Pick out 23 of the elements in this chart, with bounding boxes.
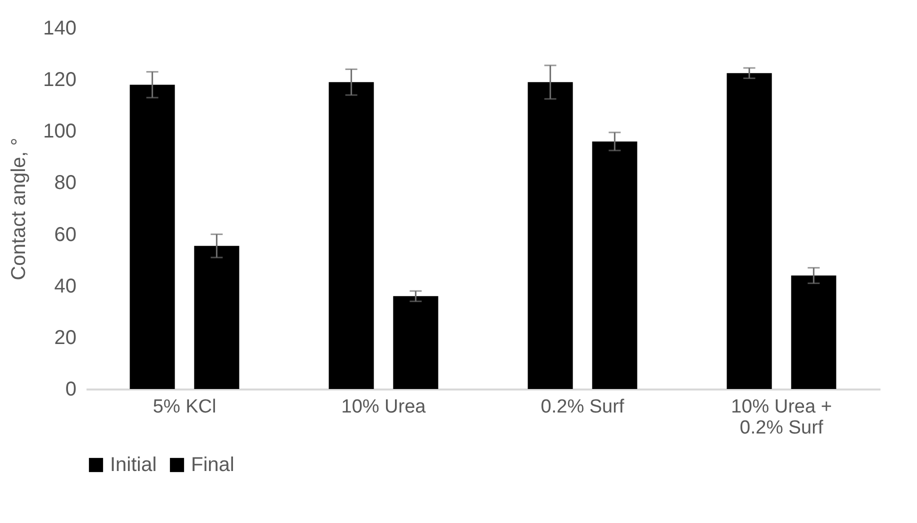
bar xyxy=(528,82,573,389)
bar xyxy=(791,276,836,389)
x-tick-label: 5% KCl xyxy=(152,396,216,418)
legend-label: Final xyxy=(191,454,234,476)
y-tick-label: 0 xyxy=(65,378,76,400)
bar xyxy=(130,84,175,389)
y-tick-label: 20 xyxy=(54,326,76,349)
bar xyxy=(592,141,638,389)
x-tick-label: 10% Urea xyxy=(341,396,426,418)
bar xyxy=(194,246,240,389)
y-tick-label: 100 xyxy=(43,120,76,143)
bar xyxy=(328,82,374,389)
x-tick-label: 0.2% Surf xyxy=(540,396,625,418)
bar xyxy=(726,73,772,389)
y-tick-label: 80 xyxy=(54,172,76,194)
y-tick-label: 40 xyxy=(54,275,76,298)
x-tick-label: 10% Urea + 0.2% Surf xyxy=(731,396,832,438)
y-tick-label: 140 xyxy=(43,18,76,40)
bar xyxy=(393,296,438,389)
y-axis-title: Contact angle, ° xyxy=(8,138,30,280)
y-tick-label: 120 xyxy=(43,69,76,92)
legend-label: Initial xyxy=(110,454,157,476)
y-tick-label: 60 xyxy=(54,224,76,246)
